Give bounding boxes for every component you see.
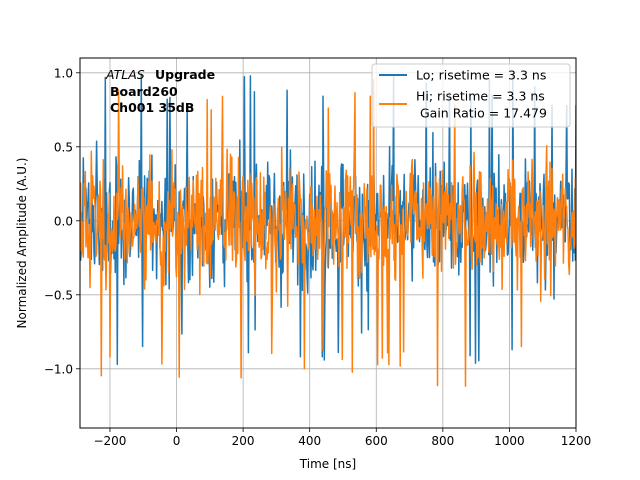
y-axis-label: Normalized Amplitude (A.U.) <box>15 158 29 329</box>
y-tick-label: −0.5 <box>44 288 73 302</box>
y-tick-label: 0.0 <box>54 214 73 228</box>
atlas-label: ATLAS <box>105 67 145 82</box>
x-axis-label: Time [ns] <box>299 457 356 471</box>
y-tick-label: 0.5 <box>54 140 73 154</box>
x-tick-label: 1200 <box>561 434 592 448</box>
series-line-hi <box>80 78 576 387</box>
legend: Lo; risetime = 3.3 ns Hi; risetime = 3.3… <box>371 63 571 128</box>
legend-label-hi: Hi; risetime = 3.3 ns <box>416 89 545 104</box>
x-axis: −200 0 200 400 600 800 1000 1200 <box>93 428 591 448</box>
channel-label: Ch001 35dB <box>110 100 194 115</box>
y-tick-label: 1.0 <box>54 66 73 80</box>
legend-box <box>371 63 571 128</box>
x-tick-label: 200 <box>232 434 255 448</box>
upgrade-label: Upgrade <box>155 67 215 82</box>
x-tick-label: 400 <box>298 434 321 448</box>
y-tick-label: −1.0 <box>44 362 73 376</box>
x-tick-label: 0 <box>173 434 181 448</box>
board-label: Board260 <box>110 84 178 99</box>
x-tick-label: 1000 <box>494 434 525 448</box>
x-tick-label: 600 <box>365 434 388 448</box>
x-tick-label: 800 <box>431 434 454 448</box>
y-axis: −1.0 −0.5 0.0 0.5 1.0 <box>44 66 80 376</box>
atlas-annotation: ATLAS Upgrade Board260 Ch001 35dB <box>105 67 215 115</box>
legend-label-hi-gain: Gain Ratio = 17.479 <box>416 106 547 121</box>
series-layer <box>80 73 576 387</box>
plot-frame <box>79 57 577 429</box>
x-tick-label: −200 <box>93 434 126 448</box>
legend-label-lo: Lo; risetime = 3.3 ns <box>416 68 546 83</box>
